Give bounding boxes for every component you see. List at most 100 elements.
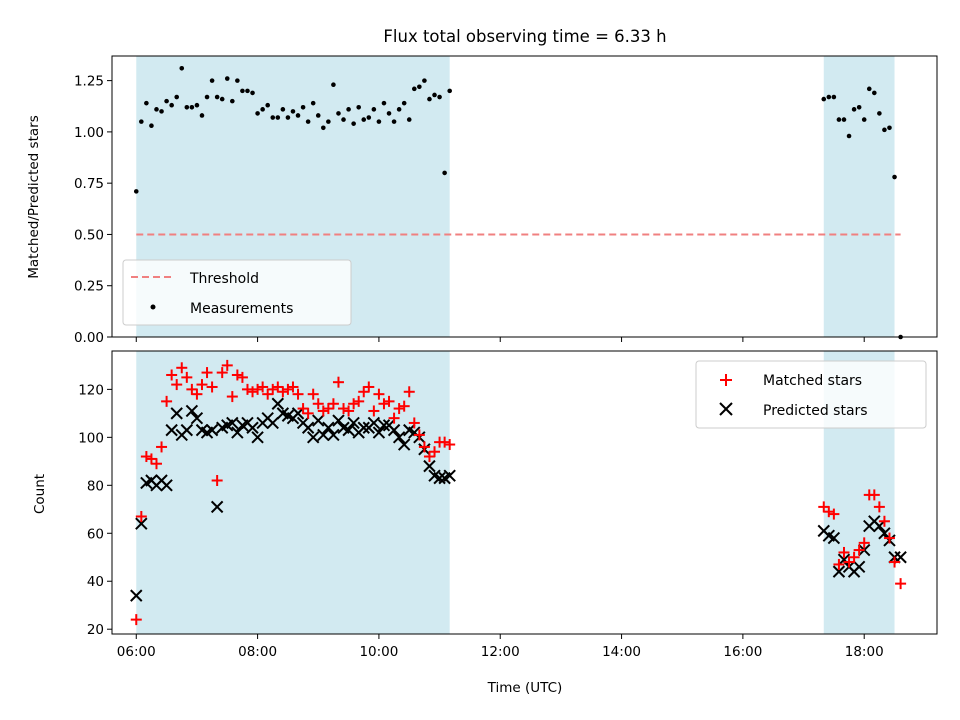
matched-star-point [297,403,309,415]
count-xtick-label: 12:00 [481,644,520,660]
matched-star-point [317,405,329,417]
matched-star-point [252,383,264,395]
ratio-ytick-label: 1.00 [74,125,104,141]
measurement-point [401,100,407,106]
count-ylabel: Count [32,474,48,514]
predicted-star-point [827,531,841,545]
matched-star-point [145,453,157,465]
count-ytick-label: 60 [87,526,104,542]
count-ytick-label: 100 [78,430,104,446]
predicted-star-point [306,431,320,444]
matched-star-point [408,417,420,429]
count-xtick-label: 10:00 [359,644,398,660]
ratio-legend-box [122,259,352,326]
matched-star-point [161,395,173,407]
predicted-star-point [332,414,345,427]
measurement-point [133,189,139,194]
count-frame [111,350,938,635]
matched-star-point [889,556,901,568]
count-xtick-label: 14:00 [602,644,641,660]
count-xtick-label: 06:00 [117,644,156,660]
predicted-legend-label: Predicted stars [763,403,868,419]
predicted-legend-swatch [719,402,733,416]
predicted-star-point [246,421,259,434]
predicted-star-point [251,431,264,444]
measurement-point [386,111,392,116]
matched-star-point [226,391,238,403]
measurement-point [356,104,361,110]
matched-star-point [267,383,279,395]
predicted-star-point [894,551,907,564]
predicted-star-point [327,428,340,442]
predicted-star-point [226,416,239,430]
matched-star-point [868,489,880,501]
matched-star-point [282,383,294,395]
predicted-star-point [210,500,224,514]
count-points [130,359,907,626]
matched-star-point [388,412,400,424]
matched-star-point [292,388,304,400]
matched-star-point [191,388,203,400]
measurement-point [189,104,195,110]
matched-star-point [307,388,319,400]
measurement-point [265,102,270,108]
count-legend: Matched stars Predicted stars [695,360,927,429]
predicted-star-point [160,479,173,492]
predicted-star-point [130,589,143,602]
measurement-point [406,117,412,122]
measurement-point [422,78,427,83]
measurement-point [376,119,382,124]
predicted-star-point [312,414,325,427]
measurement-point [224,76,230,81]
measurement-point [391,119,397,124]
matched-star-point [818,501,830,513]
measurement-point [846,133,852,139]
predicted-star-point [852,560,866,574]
predicted-star-point [231,426,244,439]
predicted-star-point [291,407,305,420]
matched-star-point [171,379,183,391]
measurement-point [315,113,321,118]
measurements-legend-swatch [150,304,156,310]
matched-star-point [848,551,860,563]
matched-star-point [140,451,152,463]
measurement-point [245,88,250,94]
matched-star-point [186,383,198,395]
measurement-point [861,117,867,122]
matched-star-point [181,371,193,383]
measurement-point [179,66,185,71]
measurement-point [851,107,857,112]
measurement-point [326,119,331,124]
measurement-point [351,121,356,126]
measurement-point [361,117,367,122]
measurement-point [270,115,276,120]
matched-star-point [873,501,885,513]
predicted-star-point [347,416,360,430]
predicted-star-point [266,416,279,430]
matched-legend-swatch [720,374,732,386]
predicted-star-point [832,565,846,578]
ratio-ytick-label: 0.25 [74,279,104,295]
measurement-point [892,174,897,180]
measurement-point [204,94,210,100]
measurement-point [856,104,862,110]
matched-star-point [358,386,370,398]
matched-star-point [439,436,451,448]
predicted-star-point [443,469,456,482]
matched-star-point [895,578,907,590]
measurement-point [396,107,402,112]
matched-star-point [423,451,435,463]
measurement-point [154,107,159,112]
count-legend-box [695,360,927,429]
measurement-point [285,115,291,120]
measurement-point [144,100,149,106]
matched-star-point [176,362,188,374]
predicted-star-point [423,459,436,473]
measurement-point [341,117,346,122]
matched-star-point [878,515,890,527]
measurement-point [164,98,169,104]
predicted-star-point [170,407,183,420]
matched-star-point [823,506,835,518]
measurements-legend-label: Measurements [190,301,293,317]
matched-star-point [368,405,380,417]
